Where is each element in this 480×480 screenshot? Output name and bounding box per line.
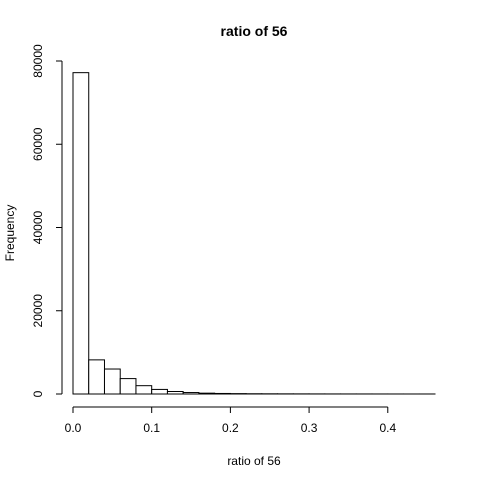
- histogram-bars: [72, 72, 436, 395]
- histogram-bar: [135, 385, 153, 395]
- y-axis: 0 20000 40000 60000 80000: [31, 44, 63, 397]
- x-tick-label: 0.2: [222, 421, 239, 435]
- histogram-bar: [72, 72, 90, 395]
- x-tick-label: 0.1: [143, 421, 160, 435]
- y-tick-label: 20000: [31, 294, 45, 328]
- chart-title: ratio of 56: [221, 23, 288, 39]
- y-tick-label: 80000: [31, 44, 45, 78]
- histogram-bar: [119, 378, 137, 395]
- histogram-bar: [103, 368, 121, 395]
- histogram-bar: [166, 391, 184, 395]
- histogram-bar: [151, 388, 168, 395]
- histogram-bar: [214, 392, 231, 395]
- y-tick-label: 40000: [31, 210, 45, 244]
- y-tick-label: 0: [31, 390, 45, 397]
- y-axis-label: Frequency: [3, 205, 17, 262]
- y-tick-label: 60000: [31, 127, 45, 161]
- histogram-bar: [88, 359, 105, 395]
- x-axis: 0.0 0.1 0.2 0.3 0.4: [65, 406, 396, 435]
- x-tick-label: 0.0: [65, 421, 82, 435]
- x-tick-label: 0.4: [379, 421, 396, 435]
- x-axis-label: ratio of 56: [227, 454, 281, 468]
- x-tick-label: 0.3: [301, 421, 318, 435]
- histogram-bar: [182, 392, 200, 395]
- histogram-bar: [198, 392, 216, 395]
